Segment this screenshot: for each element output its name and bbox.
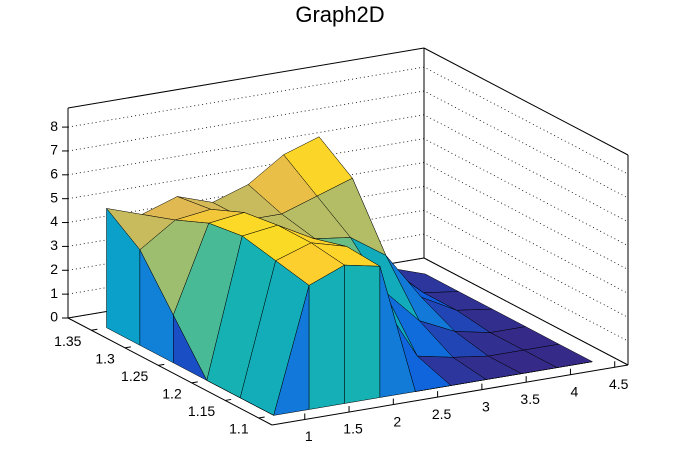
- z-tick-label: 7: [50, 142, 58, 158]
- box-edge: [67, 47, 425, 109]
- x-tick-label: 4: [571, 383, 579, 399]
- surface-skirt: [240, 397, 274, 416]
- y-tick-label: 1.15: [188, 403, 215, 419]
- tick-mark: [225, 398, 232, 401]
- tick-mark: [258, 416, 265, 419]
- y-tick-label: 1.3: [95, 351, 115, 367]
- x-tick-label: 3: [482, 398, 490, 414]
- surface-skirt: [206, 380, 241, 399]
- z-tick-label: 3: [50, 237, 58, 253]
- z-tick-label: 8: [50, 118, 58, 134]
- z-tick-label: 0: [50, 309, 58, 325]
- surface-skirt: [344, 264, 381, 404]
- box-edge: [423, 47, 629, 156]
- z-tick-label: 4: [50, 213, 58, 229]
- tick-mark: [91, 328, 98, 331]
- y-tick-label: 1.25: [121, 368, 148, 384]
- grid-line: [67, 114, 629, 223]
- chart-title: Graph2D: [295, 2, 384, 27]
- x-tick-label: 2.5: [432, 406, 452, 422]
- surface-skirt: [379, 266, 416, 398]
- y-tick-label: 1.1: [229, 421, 249, 437]
- z-tick-label: 2: [50, 261, 58, 277]
- z-tick-label: 1: [50, 285, 58, 301]
- y-tick-label: 1.2: [162, 386, 182, 402]
- grid-line: [67, 66, 629, 175]
- x-tick-label: 2: [393, 413, 401, 429]
- z-tick-label: 5: [50, 189, 58, 205]
- y-tick-label: 1.35: [54, 333, 81, 349]
- x-tick-label: 3.5: [520, 391, 540, 407]
- axis-line: [271, 364, 629, 426]
- axis-line: [67, 317, 273, 426]
- surface-skirt: [557, 361, 593, 368]
- z-tick-label: 6: [50, 166, 58, 182]
- tick-mark: [124, 346, 131, 349]
- surface-skirt: [173, 314, 208, 381]
- grid-line: [67, 90, 629, 199]
- tick-mark: [191, 381, 198, 384]
- grid-line: [67, 138, 629, 247]
- x-tick-label: 4.5: [609, 376, 629, 392]
- x-tick-label: 1: [305, 428, 313, 444]
- surface-skirt: [308, 264, 345, 410]
- tick-mark: [158, 363, 165, 366]
- x-tick-label: 1.5: [343, 421, 363, 437]
